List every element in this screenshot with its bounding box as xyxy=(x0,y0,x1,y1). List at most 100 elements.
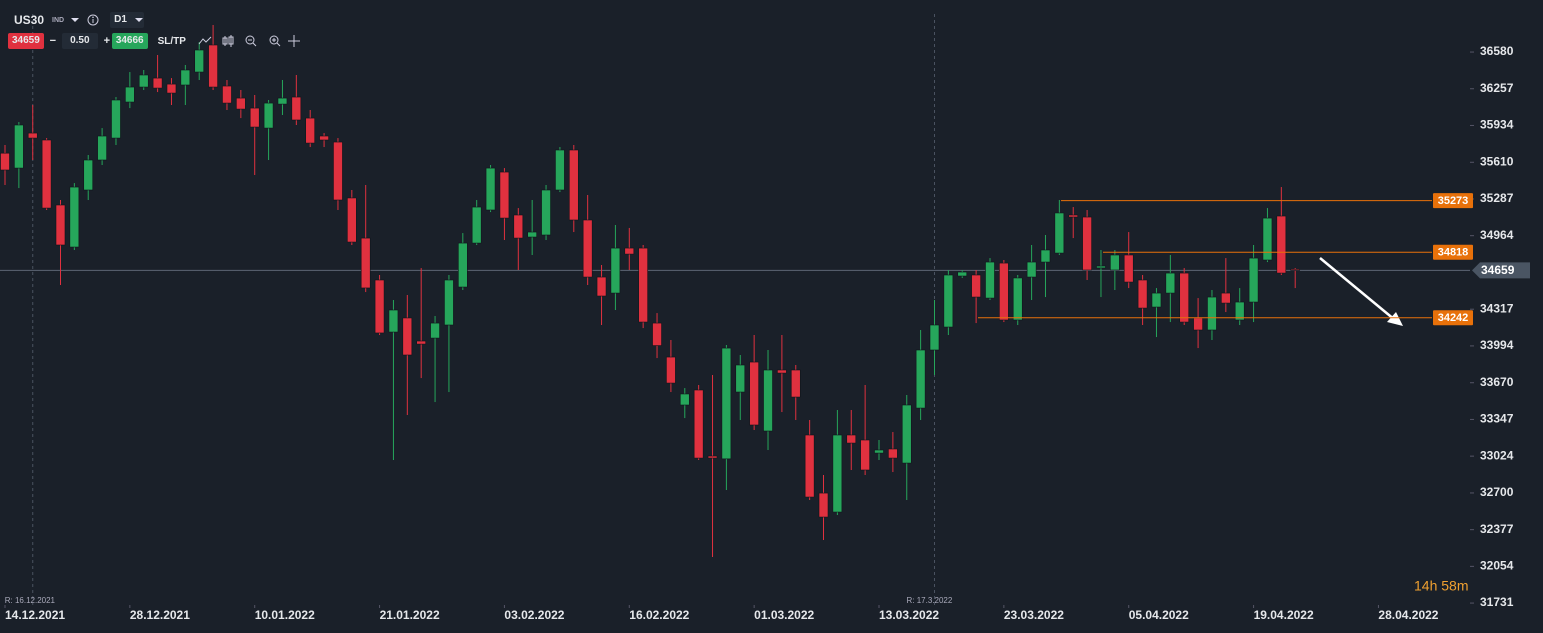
y-tick-label: 35610 xyxy=(1480,154,1514,168)
candle-body xyxy=(1026,261,1037,278)
candle-body xyxy=(41,139,52,209)
candle-body xyxy=(624,247,635,255)
candle-body xyxy=(1110,254,1120,271)
candle-body xyxy=(1165,272,1176,294)
candle-body xyxy=(249,107,260,128)
candle-body xyxy=(1123,254,1134,283)
move-tool[interactable] xyxy=(287,35,300,47)
overlay: 35273 34818 34242 34659 xyxy=(978,193,1530,326)
y-tick-label: 32700 xyxy=(1480,485,1514,499)
candle-body xyxy=(14,124,24,169)
candle-body xyxy=(610,247,621,294)
y-tick-label: 36257 xyxy=(1480,81,1514,95)
candle-body xyxy=(832,434,843,513)
caret[interactable] xyxy=(70,16,80,24)
candle-body xyxy=(55,204,66,246)
candle-body xyxy=(97,135,107,161)
y-tick-label: 33994 xyxy=(1480,338,1514,352)
candle-body xyxy=(596,276,607,297)
candle-body xyxy=(1137,279,1148,309)
candle-body xyxy=(888,448,898,459)
tool-icons xyxy=(198,35,300,47)
candle-body xyxy=(971,274,981,298)
countdown: 14h 58m xyxy=(1414,578,1468,594)
level-label-box xyxy=(1433,244,1473,260)
x-tick-label: 03.02.2022 xyxy=(504,608,564,622)
x-tick-label: 28.12.2021 xyxy=(130,608,190,622)
marker-label: R: 17.3.2022 xyxy=(906,596,952,605)
current-price-label: 34659 xyxy=(1481,263,1515,277)
candle-body xyxy=(1234,301,1245,321)
plot: 31731 32054 32377 32700 33024 33347 33670 33994… xyxy=(0,14,1514,622)
plus-button[interactable]: + xyxy=(103,35,111,47)
candle-body xyxy=(111,99,121,139)
level-label: 34242 xyxy=(1438,312,1469,324)
candle-body xyxy=(749,361,759,426)
candle-body xyxy=(152,77,163,89)
candle-body xyxy=(458,242,468,288)
candle-body xyxy=(277,97,288,105)
candle-body xyxy=(874,449,884,454)
x-tick-label: 13.03.2022 xyxy=(879,608,939,622)
candle-body xyxy=(985,261,995,299)
line-tool[interactable] xyxy=(198,36,212,45)
candle-tool[interactable] xyxy=(222,35,234,47)
candle-body xyxy=(1290,269,1300,271)
y-tick-label: 33670 xyxy=(1480,375,1514,389)
candle-body xyxy=(763,369,773,432)
candle-body xyxy=(319,135,329,141)
y-tick-label: 33347 xyxy=(1480,412,1514,426)
candle-body xyxy=(208,44,218,88)
candle-body xyxy=(1096,265,1106,269)
y-tick-label: 32377 xyxy=(1480,522,1514,536)
candle-body xyxy=(1012,277,1023,321)
level-label-box xyxy=(1433,310,1473,326)
x-tick-label: 19.04.2022 xyxy=(1254,608,1314,622)
candle-body xyxy=(735,364,746,393)
candle-body xyxy=(999,262,1009,321)
candle-body xyxy=(693,389,704,459)
candle-body xyxy=(1262,217,1273,261)
minus-button[interactable]: − xyxy=(49,35,57,47)
candle-body xyxy=(374,279,385,334)
sell-price[interactable]: 34659 xyxy=(8,33,44,49)
candle-body xyxy=(416,340,426,345)
trade-row: 34659 − 0.50 + 34666 SL/TP xyxy=(8,33,316,49)
candle-body xyxy=(1040,249,1051,263)
zoom-out[interactable] xyxy=(245,35,257,47)
candle-body xyxy=(444,279,454,326)
buy-price[interactable]: 34666 xyxy=(111,33,148,49)
candle-body xyxy=(347,197,357,243)
candle-body xyxy=(804,434,815,498)
candle-body xyxy=(527,231,537,238)
candle-body xyxy=(860,439,870,471)
candle-body xyxy=(388,309,399,333)
candle-body xyxy=(846,434,857,444)
candle-body xyxy=(707,455,718,459)
sl-tp[interactable]: SL/TP xyxy=(157,35,186,47)
candle-body xyxy=(138,74,149,88)
candle-body xyxy=(180,69,191,86)
caret[interactable] xyxy=(134,16,144,24)
x-tick-label: 14.12.2021 xyxy=(5,608,65,622)
lot[interactable]: 0.50 xyxy=(61,33,98,49)
zoom-in[interactable] xyxy=(269,35,281,47)
candle-body xyxy=(541,189,551,236)
timeframe[interactable]: D1 xyxy=(110,12,145,28)
candle-body xyxy=(957,271,968,277)
candle-body xyxy=(166,83,177,94)
candle-body xyxy=(333,141,343,201)
candle-body xyxy=(305,117,316,144)
candle-body xyxy=(943,274,954,328)
y-tick-label: 35934 xyxy=(1480,118,1514,132)
candle-body xyxy=(1207,296,1217,331)
arrow-head xyxy=(1387,312,1403,326)
candle-body xyxy=(777,369,787,374)
candle-body xyxy=(666,356,676,384)
symbol[interactable]: US30 xyxy=(14,13,45,27)
candle-body xyxy=(1248,257,1259,303)
candle-body xyxy=(485,167,496,211)
candle-body xyxy=(915,349,926,409)
x-tick-label: 05.04.2022 xyxy=(1129,608,1189,622)
info-icon[interactable] xyxy=(86,13,100,27)
